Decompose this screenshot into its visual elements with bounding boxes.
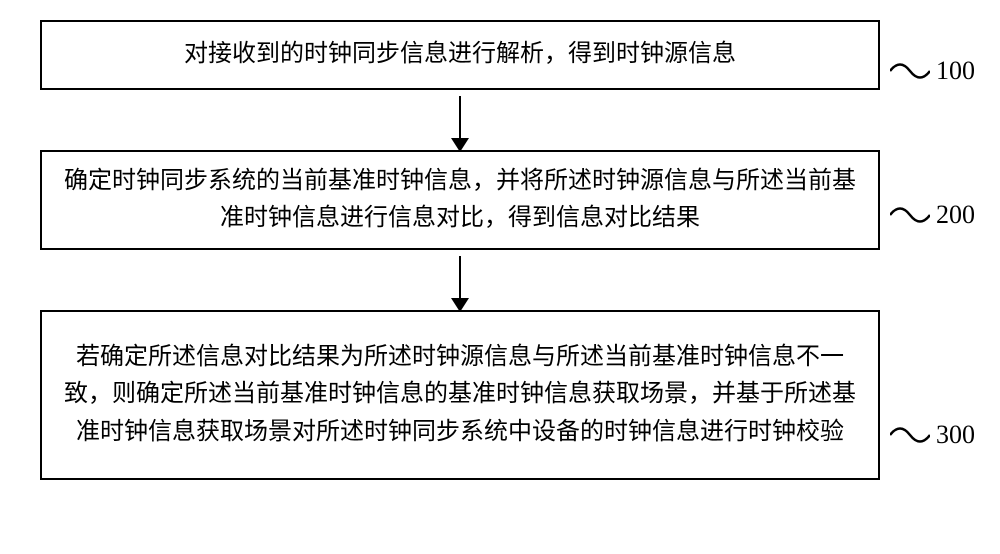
connector-squiggle-icon — [890, 56, 930, 86]
step-label-text: 200 — [936, 200, 975, 230]
arrow-shaft — [459, 256, 461, 304]
connector-squiggle-icon — [890, 200, 930, 230]
flow-step-text: 对接收到的时钟同步信息进行解析，得到时钟源信息 — [184, 36, 736, 73]
flow-step-100: 对接收到的时钟同步信息进行解析，得到时钟源信息 — [40, 20, 880, 90]
step-label-text: 100 — [936, 56, 975, 86]
connector-squiggle-icon — [890, 420, 930, 450]
flowchart: 对接收到的时钟同步信息进行解析，得到时钟源信息 100 确定时钟同步系统的当前基… — [40, 20, 960, 480]
flow-step-text: 确定时钟同步系统的当前基准时钟信息，并将所述时钟源信息与所述当前基准时钟信息进行… — [62, 163, 858, 237]
step-label-100: 100 — [890, 56, 975, 86]
flow-arrow — [40, 250, 880, 310]
step-label-text: 300 — [936, 420, 975, 450]
flow-step-300: 若确定所述信息对比结果为所述时钟源信息与所述当前基准时钟信息不一致，则确定所述当… — [40, 310, 880, 480]
flow-step-text: 若确定所述信息对比结果为所述时钟源信息与所述当前基准时钟信息不一致，则确定所述当… — [62, 339, 858, 451]
arrow-shaft — [459, 96, 461, 144]
step-label-300: 300 — [890, 420, 975, 450]
flow-arrow — [40, 90, 880, 150]
flow-step-200: 确定时钟同步系统的当前基准时钟信息，并将所述时钟源信息与所述当前基准时钟信息进行… — [40, 150, 880, 250]
step-label-200: 200 — [890, 200, 975, 230]
